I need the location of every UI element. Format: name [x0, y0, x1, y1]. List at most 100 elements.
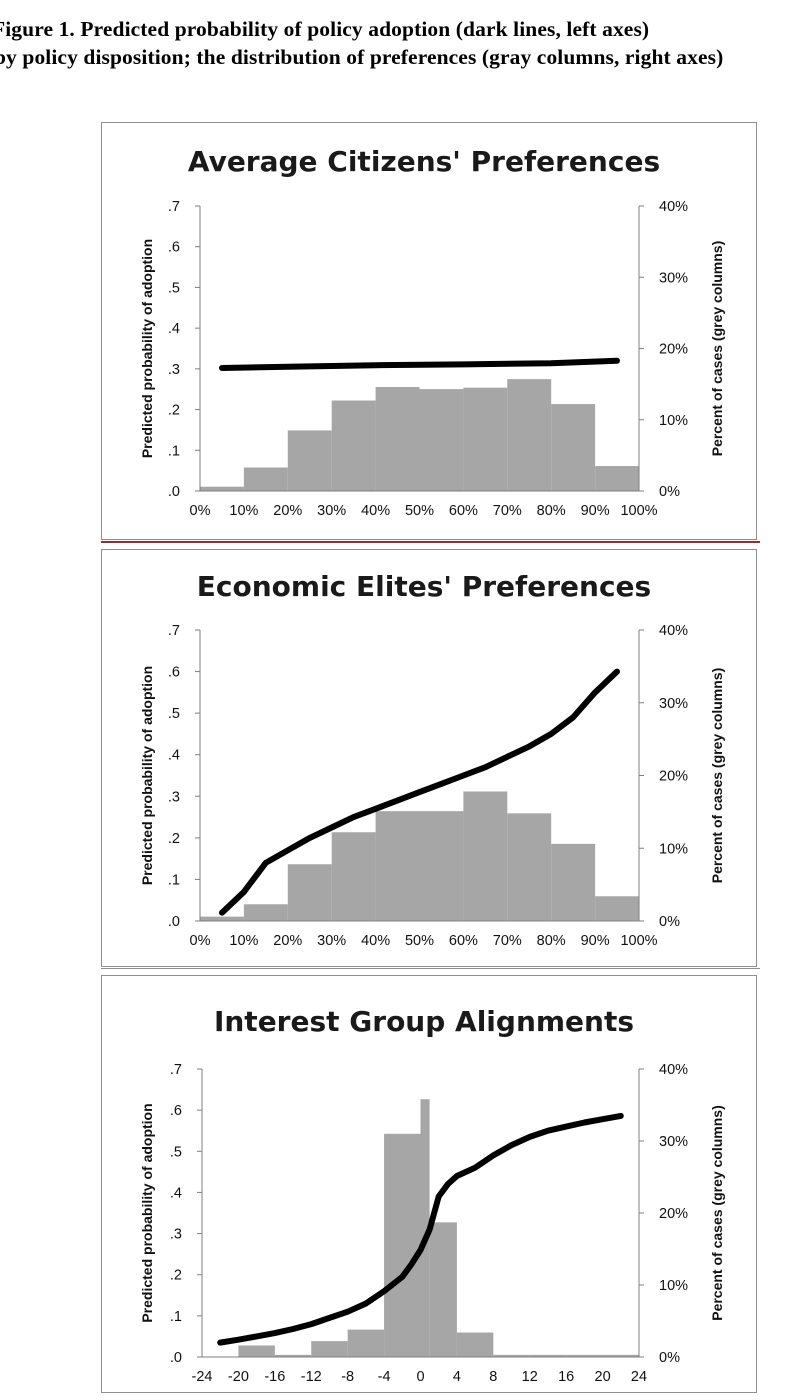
- chart-panel-average-citizens: Average Citizens' Preferences .0 .1 .2 .3 .4.…: [101, 122, 757, 540]
- right-axis-tick-label: 10%: [659, 1278, 688, 1294]
- x-axis-tick-label: 20: [595, 1369, 611, 1385]
- histogram-bar: [595, 466, 639, 491]
- right-axis-title: Percent of cases (grey columns): [709, 1105, 725, 1321]
- x-axis-tick-label: -16: [264, 1369, 285, 1385]
- chart-title: Interest Group Alignments: [214, 1005, 634, 1038]
- histogram-bar: [595, 896, 639, 921]
- right-axis-title: Percent of cases (grey columns): [709, 241, 725, 457]
- panel-separator: [101, 968, 760, 969]
- x-axis-tick-label: 24: [631, 1369, 647, 1385]
- histogram-bar: [244, 467, 288, 491]
- right-axis-tick-label: 30%: [659, 696, 688, 712]
- x-axis-tick-label: -20: [228, 1369, 249, 1385]
- right-axis-tick-label: 40%: [659, 1062, 688, 1078]
- x-axis-tick-label: -4: [378, 1369, 391, 1385]
- x-axis-tick-label: 70%: [493, 933, 522, 949]
- x-axis-tick-label: 60%: [449, 933, 478, 949]
- x-axis-tick-label: 70%: [493, 503, 522, 519]
- x-axis-tick-label: 80%: [537, 933, 566, 949]
- histogram-bar: [200, 487, 244, 491]
- right-axis-tick-label: 30%: [659, 270, 688, 286]
- left-axis-tick-label: .1: [168, 443, 180, 459]
- x-axis-tick-label: 8: [489, 1369, 497, 1385]
- left-axis-tick-label: .6: [168, 665, 180, 681]
- right-axis-tick-label: 0%: [659, 484, 680, 500]
- left-axis-title: Predicted probability of adoption: [139, 239, 155, 458]
- histogram-bar: [244, 904, 288, 921]
- right-axis-tick-label: 20%: [659, 1206, 688, 1222]
- left-axis-tick-label: .7: [170, 1062, 182, 1078]
- x-axis-tick-label: -8: [341, 1369, 354, 1385]
- histogram-bar: [463, 388, 507, 491]
- right-axis-tick-label: 40%: [659, 199, 688, 215]
- left-axis-tick-label: .2: [170, 1268, 182, 1284]
- right-axis-tick-label: 10%: [659, 413, 688, 429]
- left-axis-tick-label: .5: [168, 280, 180, 296]
- x-axis-tick-label: 90%: [581, 503, 610, 519]
- x-axis-tick-label: 20%: [273, 933, 302, 949]
- histogram-bar: [332, 401, 376, 491]
- histogram-bar: [551, 844, 595, 921]
- chart-panel-interest-groups: Interest Group Alignments .0 .1 .2 .3 .4 .5 .6.…: [101, 975, 757, 1393]
- histogram-bar: [376, 811, 420, 921]
- x-axis-tick-label: 0: [416, 1369, 424, 1385]
- histogram-bar: [457, 1333, 493, 1357]
- histogram-bar: [288, 430, 332, 491]
- left-axis-tick-label: .2: [168, 403, 180, 419]
- histogram-bar: [348, 1330, 384, 1357]
- right-axis-tick-label: 40%: [659, 623, 688, 639]
- left-axis-tick-label: .2: [168, 831, 180, 847]
- x-axis-tick-label: 30%: [317, 503, 346, 519]
- histogram-bar: [507, 813, 551, 921]
- x-axis-tick-label: 50%: [405, 933, 434, 949]
- chart-title: Economic Elites' Preferences: [197, 570, 651, 603]
- x-axis-tick-label: 20%: [273, 503, 302, 519]
- left-axis-tick-label: .1: [170, 1309, 182, 1325]
- left-axis-tick-label: .1: [168, 872, 180, 888]
- histogram-bar: [384, 1134, 420, 1357]
- histogram-bar: [507, 379, 551, 491]
- right-axis-tick-label: 20%: [659, 342, 688, 358]
- x-axis-tick-label: 0%: [190, 933, 211, 949]
- x-axis-tick-label: 4: [453, 1369, 461, 1385]
- x-axis-tick-label: 30%: [317, 933, 346, 949]
- x-axis-tick-label: 10%: [229, 933, 258, 949]
- histogram-bar: [288, 864, 332, 921]
- left-axis-tick-label: .5: [168, 706, 180, 722]
- x-axis-tick-label: 50%: [405, 503, 434, 519]
- left-axis-tick-label: .3: [170, 1227, 182, 1243]
- left-axis-tick-label: .4: [168, 321, 180, 337]
- x-axis-tick-label: 90%: [581, 933, 610, 949]
- x-axis-tick-label: 80%: [537, 503, 566, 519]
- right-axis-tick-label: 10%: [659, 841, 688, 857]
- histogram-bar: [376, 387, 420, 491]
- x-axis-tick-label: 100%: [620, 933, 657, 949]
- chart-title: Average Citizens' Preferences: [188, 145, 660, 178]
- x-axis-tick-label: 0%: [190, 503, 211, 519]
- chart-svg: Economic Elites' Preferences .0 .1 .2 .3 .4 .5…: [102, 550, 756, 966]
- histogram-bar: [463, 792, 507, 921]
- right-axis-tick-label: 0%: [659, 914, 680, 930]
- x-axis-tick-label: 100%: [620, 503, 657, 519]
- predicted-probability-line: [222, 361, 617, 368]
- histogram-bar: [420, 811, 464, 921]
- chart-svg: Interest Group Alignments.0.1.2.3.4.5.6.…: [102, 976, 756, 1392]
- histogram-bar: [200, 917, 244, 921]
- right-axis-tick-label: 30%: [659, 1134, 688, 1150]
- left-axis-tick-label: .7: [168, 199, 180, 215]
- left-axis-tick-label: .0: [168, 484, 180, 500]
- histogram-bar: [332, 832, 376, 921]
- x-axis-tick-label: -24: [192, 1369, 213, 1385]
- chart-svg: Average Citizens' Preferences .0 .1 .2 .3 .4.…: [102, 123, 756, 539]
- histogram-bar: [238, 1345, 274, 1357]
- left-axis-tick-label: .3: [168, 362, 180, 378]
- histogram-bar: [430, 1222, 457, 1357]
- left-axis-tick-label: .0: [170, 1350, 182, 1366]
- chart-panel-economic-elites: Economic Elites' Preferences .0.1.2.3.4.5…: [101, 549, 757, 967]
- figure-title-line-1: Figure 1. Predicted probability of polic…: [0, 17, 792, 42]
- x-axis-tick-label: -12: [301, 1369, 322, 1385]
- x-axis-tick-label: 16: [558, 1369, 574, 1385]
- x-axis-tick-label: 40%: [361, 933, 390, 949]
- x-axis-tick-label: 10%: [229, 503, 258, 519]
- histogram-bar: [551, 404, 595, 491]
